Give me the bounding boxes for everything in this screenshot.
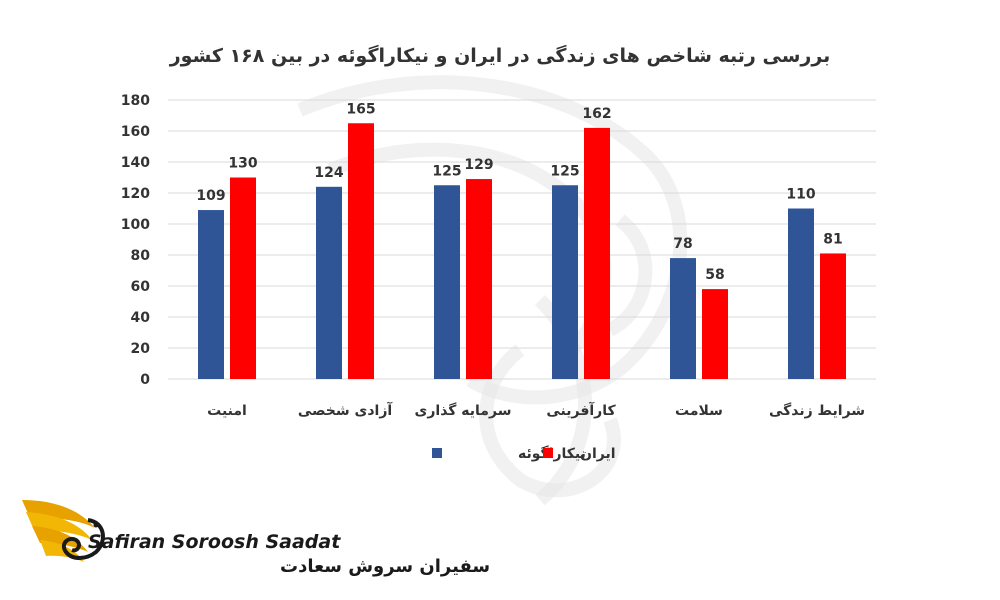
bar bbox=[348, 123, 374, 379]
data-label: 162 bbox=[582, 106, 611, 122]
bar bbox=[466, 179, 492, 379]
x-tick-label: شرایط زندگی bbox=[769, 402, 865, 419]
x-tick-label: سرمایه گذاری bbox=[415, 402, 512, 419]
bar bbox=[584, 127, 610, 380]
data-label: 58 bbox=[705, 267, 724, 283]
y-tick-label: 60 bbox=[131, 279, 151, 295]
y-tick-label: 100 bbox=[121, 217, 150, 233]
data-label: 130 bbox=[228, 156, 257, 172]
y-tick-label: 0 bbox=[140, 372, 150, 388]
data-label: 165 bbox=[346, 101, 375, 117]
bar bbox=[670, 258, 696, 379]
data-label: 109 bbox=[196, 188, 225, 204]
y-tick-label: 80 bbox=[131, 248, 151, 264]
bar bbox=[230, 177, 256, 379]
company-logo: Safiran Soroosh Saadat سفیران سروش سعادت bbox=[22, 500, 490, 577]
y-tick-label: 140 bbox=[121, 155, 150, 171]
grid-layer bbox=[168, 99, 876, 380]
x-tick-label: کارآفرینی bbox=[546, 401, 616, 419]
legend: نیکاراگوئهایران bbox=[432, 445, 616, 462]
y-tick-label: 180 bbox=[121, 93, 150, 109]
y-tick-label: 20 bbox=[131, 341, 151, 357]
bar bbox=[316, 186, 342, 379]
bar bbox=[702, 289, 728, 379]
logo-persian-text: سفیران سروش سعادت bbox=[280, 556, 490, 577]
data-label: 81 bbox=[823, 231, 842, 247]
x-tick-label: امنیت bbox=[207, 403, 247, 419]
bar bbox=[198, 210, 224, 379]
data-label: 125 bbox=[550, 163, 579, 179]
logo-latin-text: Safiran Soroosh Saadat bbox=[88, 531, 341, 553]
bar bbox=[820, 253, 846, 379]
data-label: 78 bbox=[673, 236, 692, 252]
data-label: 129 bbox=[464, 157, 493, 173]
data-label: 125 bbox=[432, 163, 461, 179]
y-tick-label: 40 bbox=[131, 310, 151, 326]
chart-title: بررسی رتبه شاخص های زندگی در ایران و نیک… bbox=[169, 44, 831, 67]
y-tick-label: 160 bbox=[121, 124, 150, 140]
data-label: 124 bbox=[314, 165, 343, 181]
data-label: 110 bbox=[786, 187, 815, 203]
legend-swatch bbox=[543, 448, 553, 458]
y-tick-label: 120 bbox=[121, 186, 150, 202]
eagle-wing-icon bbox=[22, 500, 105, 562]
bar bbox=[552, 185, 578, 379]
bar bbox=[434, 185, 460, 379]
x-axis-categories: امنیت آزادی شخصی سرمایه گذاری کارآفرینی سلام… bbox=[207, 401, 865, 419]
bar bbox=[788, 208, 814, 379]
legend-swatch bbox=[432, 448, 442, 458]
x-tick-label: آزادی شخصی bbox=[298, 401, 394, 419]
bars-layer bbox=[198, 123, 846, 380]
y-axis-ticks: 0 20 40 60 80 100 120 140 160 180 bbox=[121, 93, 150, 388]
legend-label: ایران bbox=[580, 446, 616, 462]
x-tick-label: سلامت bbox=[675, 403, 723, 419]
